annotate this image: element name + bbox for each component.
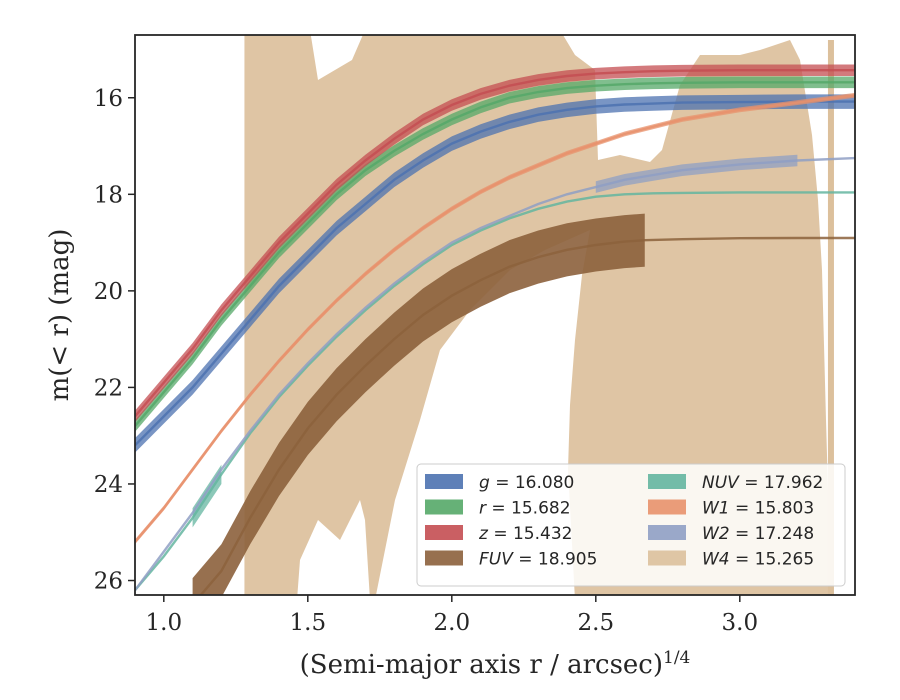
legend-swatch <box>425 550 463 566</box>
legend-label: NUV = 17.962 <box>702 473 823 493</box>
legend-label: W1 = 15.803 <box>702 499 814 519</box>
y-tick-label: 24 <box>94 472 123 498</box>
legend-label: r = 15.682 <box>479 499 571 519</box>
x-axis-exponent: 1/4 <box>663 648 690 668</box>
x-tick-label: 2.5 <box>578 610 615 636</box>
legend-item-g: g = 16.080 <box>425 473 574 493</box>
legend-swatch <box>425 525 463 540</box>
line-r <box>135 81 855 427</box>
w4-band-edge <box>827 40 834 595</box>
x-axis-title: (Semi-major axis r / arcsec)1/4 <box>300 648 691 680</box>
plot-area <box>135 35 855 595</box>
legend-frame <box>416 463 846 587</box>
legend-label: z = 15.432 <box>478 524 572 544</box>
y-tick-label: 18 <box>94 182 123 208</box>
legend-label: W2 = 17.248 <box>702 524 814 544</box>
series-z <box>135 64 855 423</box>
legend-swatch <box>648 550 686 566</box>
line-g <box>135 100 855 447</box>
legend-item-r: r = 15.682 <box>425 499 571 519</box>
series-w1 <box>135 92 855 545</box>
y-tick-label: 20 <box>94 279 123 305</box>
band-r <box>135 76 855 432</box>
line-fuv <box>199 236 855 595</box>
band-w1 <box>135 92 855 545</box>
legend-item-w1: W1 = 15.803 <box>648 499 814 519</box>
legend-item-nuv: NUV = 17.962 <box>648 473 823 493</box>
line-w1 <box>135 94 855 543</box>
legend-label: W4 = 15.265 <box>702 550 814 570</box>
legend-swatch <box>648 525 686 540</box>
legend-item-w2: W2 = 17.248 <box>648 524 814 544</box>
legend-label: g = 16.080 <box>479 473 574 493</box>
line-z <box>135 69 855 418</box>
series-r <box>135 76 855 432</box>
y-axis-title: m(< r) (mag) <box>45 229 75 402</box>
legend-item-z: z = 15.432 <box>425 524 572 544</box>
y-tick-label: 16 <box>94 86 123 112</box>
x-axis: 1.0 1.5 2.0 2.5 3.0 <box>146 595 759 636</box>
plot-frame <box>134 34 856 596</box>
series-fuv <box>192 213 855 595</box>
legend-item-fuv: FUV = 18.905 <box>425 550 597 570</box>
line-nuv <box>135 191 855 591</box>
series-g <box>135 94 855 453</box>
y-tick-label: 26 <box>94 569 123 595</box>
legend-item-w4: W4 = 15.265 <box>648 550 814 570</box>
x-axis-title-prefix: (Semi-major axis r / arcsec) <box>300 650 663 680</box>
legend-swatch <box>648 499 686 515</box>
y-tick-label: 22 <box>94 375 123 401</box>
series-layer <box>135 64 855 595</box>
series-w2 <box>135 154 855 591</box>
legend-swatch <box>425 499 463 515</box>
legend: g = 16.080 r = 15.682 z = 15.432 FUV = 18.9… <box>416 463 846 587</box>
legend-label: FUV = 18.905 <box>479 550 597 570</box>
y-axis: 16 18 20 22 24 26 <box>94 86 135 595</box>
legend-swatch <box>425 474 463 489</box>
x-tick-label: 1.5 <box>290 610 327 636</box>
x-tick-label: 3.0 <box>722 610 759 636</box>
band-fuv <box>192 213 645 595</box>
x-tick-label: 2.0 <box>434 610 471 636</box>
line-w2 <box>135 156 855 591</box>
x-tick-label: 1.0 <box>146 610 183 636</box>
legend-swatch <box>648 474 686 489</box>
